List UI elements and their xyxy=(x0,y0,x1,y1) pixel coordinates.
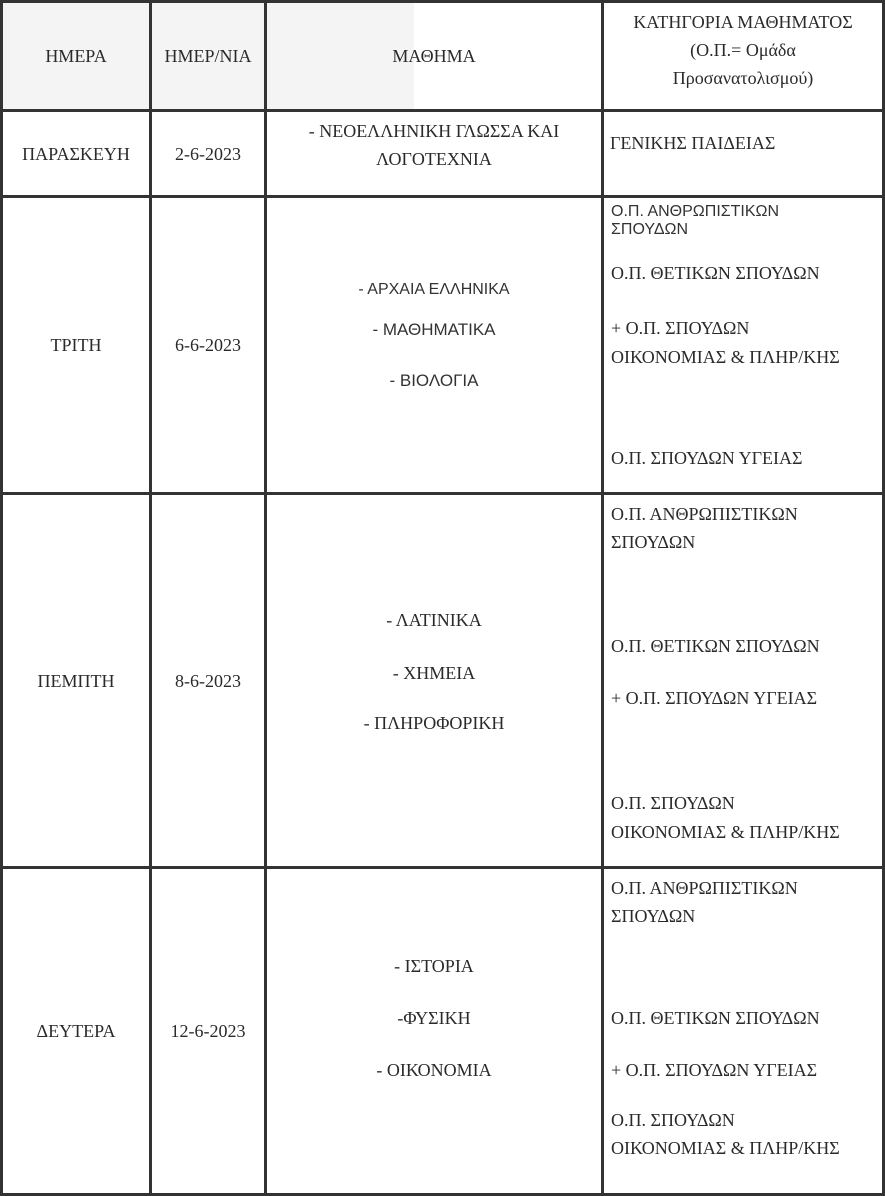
category-line: Ο.Π. ΘΕΤΙΚΩΝ ΣΠΟΥΔΩΝ xyxy=(611,636,820,656)
row-1-day: ΠΑΡΑΣΚΕΥΗ xyxy=(0,109,152,198)
date-label: 2-6-2023 xyxy=(175,143,241,164)
day-label: ΤΡΙΤΗ xyxy=(50,335,102,355)
subject-line: - ΒΙΟΛΟΓΙΑ xyxy=(389,371,479,390)
header-day-label: ΗΜΕΡΑ xyxy=(45,46,107,66)
date-label: 8-6-2023 xyxy=(175,670,241,691)
subject-line: - ΜΑΘΗΜΑΤΙΚΑ xyxy=(372,320,496,339)
day-label: ΠΑΡΑΣΚΕΥΗ xyxy=(22,143,130,164)
row-4-date: 12-6-2023 xyxy=(149,866,267,1196)
row-1-category: ΓΕΝΙΚΗΣ ΠΑΙΔΕΙΑΣ xyxy=(601,109,885,198)
day-label: ΔΕΥΤΕΡΑ xyxy=(36,1021,116,1041)
header-category-line: Προσανατολισμού) xyxy=(672,68,814,88)
row-3-date: 8-6-2023 xyxy=(149,492,267,869)
row-3-day: ΠΕΜΠΤΗ xyxy=(0,492,152,869)
date-label: 12-6-2023 xyxy=(170,1021,246,1041)
subject-line: - ΛΑΤΙΝΙΚΑ xyxy=(386,610,482,630)
category-line: + Ο.Π. ΣΠΟΥΔΩΝ ΥΓΕΙΑΣ xyxy=(611,688,818,708)
header-category-line: ΚΑΤΗΓΟΡΙΑ ΜΑΘΗΜΑΤΟΣ xyxy=(633,12,853,32)
row-2-day: ΤΡΙΤΗ xyxy=(0,195,152,495)
category-line: Ο.Π. ΑΝΘΡΩΠΙΣΤΙΚΩΝ xyxy=(611,878,798,898)
category-line: ΟΙΚΟΝΟΜΙΑΣ & ΠΛΗΡ/ΚΗΣ xyxy=(611,1138,840,1158)
header-subject-label: ΜΑΘΗΜΑ xyxy=(392,46,476,66)
category-line: Ο.Π. ΑΝΘΡΩΠΙΣΤΙΚΩΝ xyxy=(611,203,780,220)
row-4-day: ΔΕΥΤΕΡΑ xyxy=(0,866,152,1196)
category-line: Ο.Π. ΑΝΘΡΩΠΙΣΤΙΚΩΝ xyxy=(611,504,798,524)
row-3-category: Ο.Π. ΑΝΘΡΩΠΙΣΤΙΚΩΝ ΣΠΟΥΔΩΝ Ο.Π. ΘΕΤΙΚΩΝ … xyxy=(601,492,885,869)
category-line: Ο.Π. ΣΠΟΥΔΩΝ xyxy=(611,1110,735,1130)
day-label: ΠΕΜΠΤΗ xyxy=(37,670,115,691)
category-line: ΣΠΟΥΔΩΝ xyxy=(611,906,696,926)
row-2-subject: - ΑΡΧΑΙΑ ΕΛΛΗΝΙΚΑ - ΜΑΘΗΜΑΤΙΚΑ - ΒΙΟΛΟΓΙ… xyxy=(264,195,604,495)
subject-line: - ΧΗΜΕΙΑ xyxy=(392,663,476,683)
category-line: ΓΕΝΙΚΗΣ ΠΑΙΔΕΙΑΣ xyxy=(610,133,776,153)
date-label: 6-6-2023 xyxy=(175,335,241,355)
category-line: Ο.Π. ΘΕΤΙΚΩΝ ΣΠΟΥΔΩΝ xyxy=(611,263,820,283)
header-day: ΗΜΕΡΑ xyxy=(0,0,152,112)
category-line: Ο.Π. ΘΕΤΙΚΩΝ ΣΠΟΥΔΩΝ xyxy=(611,1008,820,1028)
header-date-label: ΗΜΕΡ/ΝΙΑ xyxy=(164,46,252,66)
category-line: ΟΙΚΟΝΟΜΙΑΣ & ΠΛΗΡ/ΚΗΣ xyxy=(611,822,840,842)
row-2-category: Ο.Π. ΑΝΘΡΩΠΙΣΤΙΚΩΝ ΣΠΟΥΔΩΝ Ο.Π. ΘΕΤΙΚΩΝ … xyxy=(601,195,885,495)
category-line: ΟΙΚΟΝΟΜΙΑΣ & ΠΛΗΡ/ΚΗΣ xyxy=(611,347,840,367)
header-date: ΗΜΕΡ/ΝΙΑ xyxy=(149,0,267,112)
subject-line: ΛΟΓΟΤΕΧΝΙΑ xyxy=(376,149,492,169)
category-line: ΣΠΟΥΔΩΝ xyxy=(611,532,696,552)
category-line: + Ο.Π. ΣΠΟΥΔΩΝ ΥΓΕΙΑΣ xyxy=(611,1060,818,1080)
header-subject: ΜΑΘΗΜΑ xyxy=(264,0,604,112)
row-3-subject: - ΛΑΤΙΝΙΚΑ - ΧΗΜΕΙΑ - ΠΛΗΡΟΦΟΡΙΚΗ xyxy=(264,492,604,869)
category-line: Ο.Π. ΣΠΟΥΔΩΝ ΥΓΕΙΑΣ xyxy=(611,448,803,468)
subject-line: - ΟΙΚΟΝΟΜΙΑ xyxy=(376,1060,492,1080)
header-category-line: (Ο.Π.= Ομάδα xyxy=(690,40,796,60)
subject-line: - ΠΛΗΡΟΦΟΡΙΚΗ xyxy=(363,713,505,733)
subject-line: - ΙΣΤΟΡΙΑ xyxy=(394,956,474,976)
header-category: ΚΑΤΗΓΟΡΙΑ ΜΑΘΗΜΑΤΟΣ (Ο.Π.= Ομάδα Προσανα… xyxy=(601,0,885,112)
category-line: Ο.Π. ΣΠΟΥΔΩΝ xyxy=(611,793,735,813)
row-4-category: Ο.Π. ΑΝΘΡΩΠΙΣΤΙΚΩΝ ΣΠΟΥΔΩΝ Ο.Π. ΘΕΤΙΚΩΝ … xyxy=(601,866,885,1196)
category-line: ΣΠΟΥΔΩΝ xyxy=(611,221,689,238)
category-line: + Ο.Π. ΣΠΟΥΔΩΝ xyxy=(611,318,750,338)
row-1-date: 2-6-2023 xyxy=(149,109,267,198)
subject-line: - ΑΡΧΑΙΑ ΕΛΛΗΝΙΚΑ xyxy=(358,281,510,298)
row-4-subject: - ΙΣΤΟΡΙΑ -ΦΥΣΙΚΗ - ΟΙΚΟΝΟΜΙΑ xyxy=(264,866,604,1196)
row-2-date: 6-6-2023 xyxy=(149,195,267,495)
subject-line: -ΦΥΣΙΚΗ xyxy=(397,1008,471,1028)
subject-line: - ΝΕΟΕΛΛΗΝΙΚΗ ΓΛΩΣΣΑ ΚΑΙ xyxy=(308,121,560,141)
row-1-subject: - ΝΕΟΕΛΛΗΝΙΚΗ ΓΛΩΣΣΑ ΚΑΙ ΛΟΓΟΤΕΧΝΙΑ xyxy=(264,109,604,198)
